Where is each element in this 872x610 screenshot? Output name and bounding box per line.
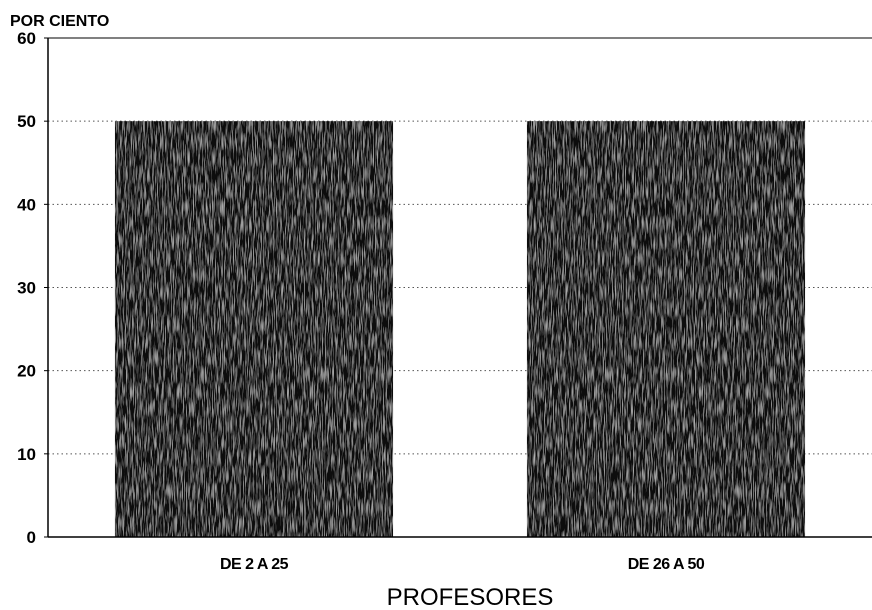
y-tick-label: 60: [17, 29, 36, 48]
x-tick-label: DE 26 A 50: [628, 556, 705, 573]
bars: [114, 121, 806, 538]
y-tick-label: 20: [17, 362, 36, 381]
bar-1: [114, 121, 394, 538]
y-tick-label: 40: [17, 195, 36, 214]
x-tick-labels: DE 2 A 25 DE 26 A 50: [220, 556, 705, 573]
x-tick-label: DE 2 A 25: [220, 556, 289, 573]
y-tick-label: 0: [27, 528, 36, 547]
y-axis-label: POR CIENTO: [10, 13, 109, 30]
y-tick-label: 50: [17, 112, 36, 131]
y-tick-labels: 0 10 20 30 40 50 60: [17, 29, 48, 547]
bar-2: [526, 121, 806, 538]
y-tick-label: 30: [17, 279, 36, 298]
x-axis-label: PROFESORES: [387, 584, 554, 610]
y-tick-label: 10: [17, 445, 36, 464]
